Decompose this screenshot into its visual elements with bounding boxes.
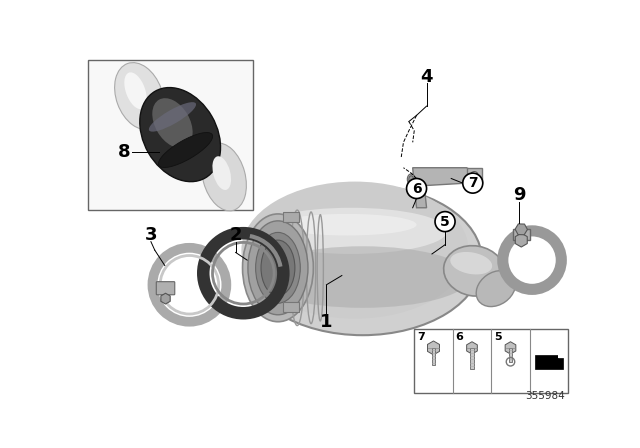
Text: 4: 4 bbox=[420, 68, 433, 86]
Text: 8: 8 bbox=[118, 143, 131, 161]
Bar bbox=[432, 348, 435, 365]
Polygon shape bbox=[414, 186, 427, 208]
Ellipse shape bbox=[152, 98, 193, 148]
Ellipse shape bbox=[124, 72, 147, 109]
Bar bbox=[284, 212, 299, 222]
Ellipse shape bbox=[140, 87, 221, 181]
Polygon shape bbox=[413, 168, 481, 186]
Ellipse shape bbox=[243, 185, 482, 335]
Text: 7: 7 bbox=[468, 176, 477, 190]
Ellipse shape bbox=[255, 233, 300, 303]
Ellipse shape bbox=[241, 181, 468, 319]
Text: 7: 7 bbox=[417, 332, 425, 342]
Text: 5: 5 bbox=[494, 332, 502, 342]
Polygon shape bbox=[535, 355, 563, 369]
Ellipse shape bbox=[278, 214, 417, 236]
Ellipse shape bbox=[149, 102, 196, 132]
Circle shape bbox=[463, 173, 483, 193]
Ellipse shape bbox=[202, 143, 246, 211]
Ellipse shape bbox=[243, 214, 314, 322]
Ellipse shape bbox=[451, 252, 492, 275]
Bar bbox=[509, 348, 512, 362]
Text: 5: 5 bbox=[440, 215, 450, 228]
Text: 355984: 355984 bbox=[525, 391, 565, 401]
Ellipse shape bbox=[248, 221, 308, 315]
Text: 2: 2 bbox=[229, 227, 242, 245]
Circle shape bbox=[435, 211, 455, 232]
Polygon shape bbox=[558, 355, 563, 358]
Ellipse shape bbox=[261, 240, 295, 296]
Bar bbox=[88, 60, 253, 210]
Ellipse shape bbox=[476, 271, 516, 306]
Ellipse shape bbox=[255, 208, 447, 254]
Text: 9: 9 bbox=[513, 186, 525, 204]
Ellipse shape bbox=[115, 63, 164, 129]
FancyBboxPatch shape bbox=[156, 282, 175, 295]
Bar bbox=[513, 229, 530, 240]
Bar bbox=[414, 329, 568, 392]
Text: 6: 6 bbox=[412, 181, 421, 195]
Text: 1: 1 bbox=[320, 313, 333, 331]
Ellipse shape bbox=[212, 156, 231, 190]
Circle shape bbox=[406, 178, 427, 198]
Bar bbox=[470, 348, 474, 370]
Bar bbox=[284, 302, 299, 312]
Polygon shape bbox=[467, 168, 482, 183]
Ellipse shape bbox=[409, 176, 413, 183]
Circle shape bbox=[470, 172, 478, 179]
Ellipse shape bbox=[407, 174, 415, 185]
Text: 6: 6 bbox=[456, 332, 463, 342]
Ellipse shape bbox=[255, 246, 470, 308]
Ellipse shape bbox=[159, 133, 212, 168]
Ellipse shape bbox=[444, 246, 505, 296]
Text: 3: 3 bbox=[145, 227, 157, 245]
